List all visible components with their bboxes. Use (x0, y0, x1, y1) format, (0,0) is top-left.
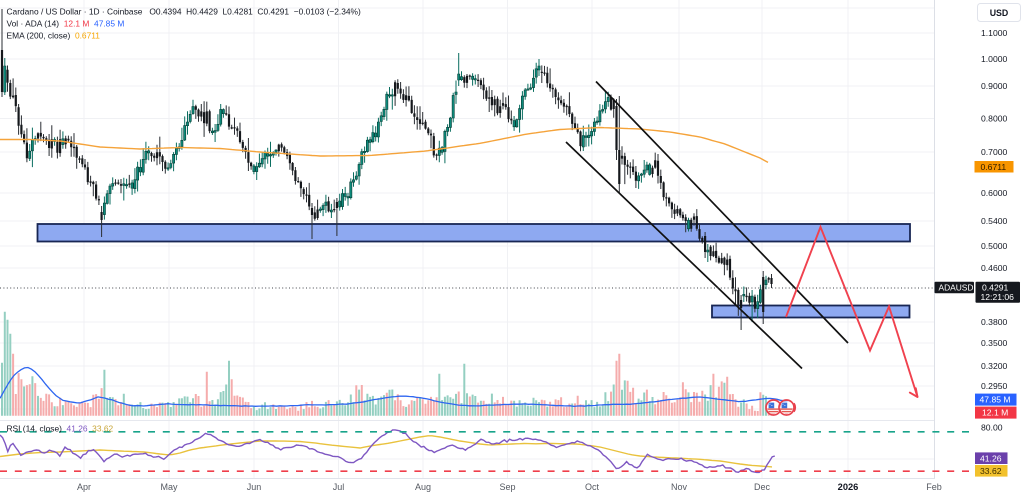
svg-text:0.9000: 0.9000 (981, 81, 1008, 91)
svg-text:USD: USD (990, 8, 1009, 18)
svg-text:Cardano / US Dollar · 1D · Coi: Cardano / US Dollar · 1D · Coinbase O0.4… (7, 7, 362, 17)
svg-text:33.62: 33.62 (980, 466, 1002, 476)
svg-text:Feb: Feb (926, 482, 942, 492)
svg-text:Jul: Jul (333, 482, 345, 492)
svg-text:0.3200: 0.3200 (981, 361, 1008, 371)
svg-text:Nov: Nov (671, 482, 688, 492)
svg-text:0.4600: 0.4600 (981, 263, 1008, 273)
svg-text:1.0000: 1.0000 (981, 54, 1008, 64)
svg-text:0.5400: 0.5400 (981, 216, 1008, 226)
svg-text:Oct: Oct (585, 482, 600, 492)
svg-text:12:21:06: 12:21:06 (981, 292, 1015, 302)
svg-text:ADAUSD: ADAUSD (939, 282, 974, 292)
svg-text:RSI (14, close) 41.26 33.62: RSI (14, close) 41.26 33.62 (7, 423, 114, 433)
svg-text:0.3800: 0.3800 (981, 317, 1008, 327)
svg-text:0.3500: 0.3500 (981, 338, 1008, 348)
svg-text:1.1000: 1.1000 (981, 28, 1008, 38)
svg-text:0.8000: 0.8000 (981, 114, 1008, 124)
svg-text:Aug: Aug (415, 482, 431, 492)
svg-text:2026: 2026 (838, 482, 859, 492)
svg-text:0.6000: 0.6000 (981, 188, 1008, 198)
svg-text:Vol · ADA (14) 12.1 M 47.85: Vol · ADA (14) 12.1 M 47.85 M (7, 19, 125, 29)
svg-text:0.6711: 0.6711 (981, 162, 1007, 172)
svg-text:Dec: Dec (754, 482, 771, 492)
svg-text:12.1 M: 12.1 M (982, 408, 1008, 418)
svg-text:Sep: Sep (499, 482, 515, 492)
svg-text:0.4291: 0.4291 (982, 282, 1009, 292)
svg-text:41.26: 41.26 (980, 453, 1002, 463)
svg-text:Jun: Jun (247, 482, 262, 492)
svg-text:Apr: Apr (77, 482, 91, 492)
svg-text:0.7000: 0.7000 (981, 147, 1008, 157)
svg-text:EMA (200, close) 0.6711: EMA (200, close) 0.6711 (7, 31, 101, 41)
svg-text:47.85 M: 47.85 M (980, 395, 1011, 405)
svg-text:0.2950: 0.2950 (981, 381, 1008, 391)
svg-text:0.5000: 0.5000 (981, 241, 1008, 251)
svg-text:80.00: 80.00 (981, 423, 1003, 433)
svg-text:May: May (160, 482, 178, 492)
